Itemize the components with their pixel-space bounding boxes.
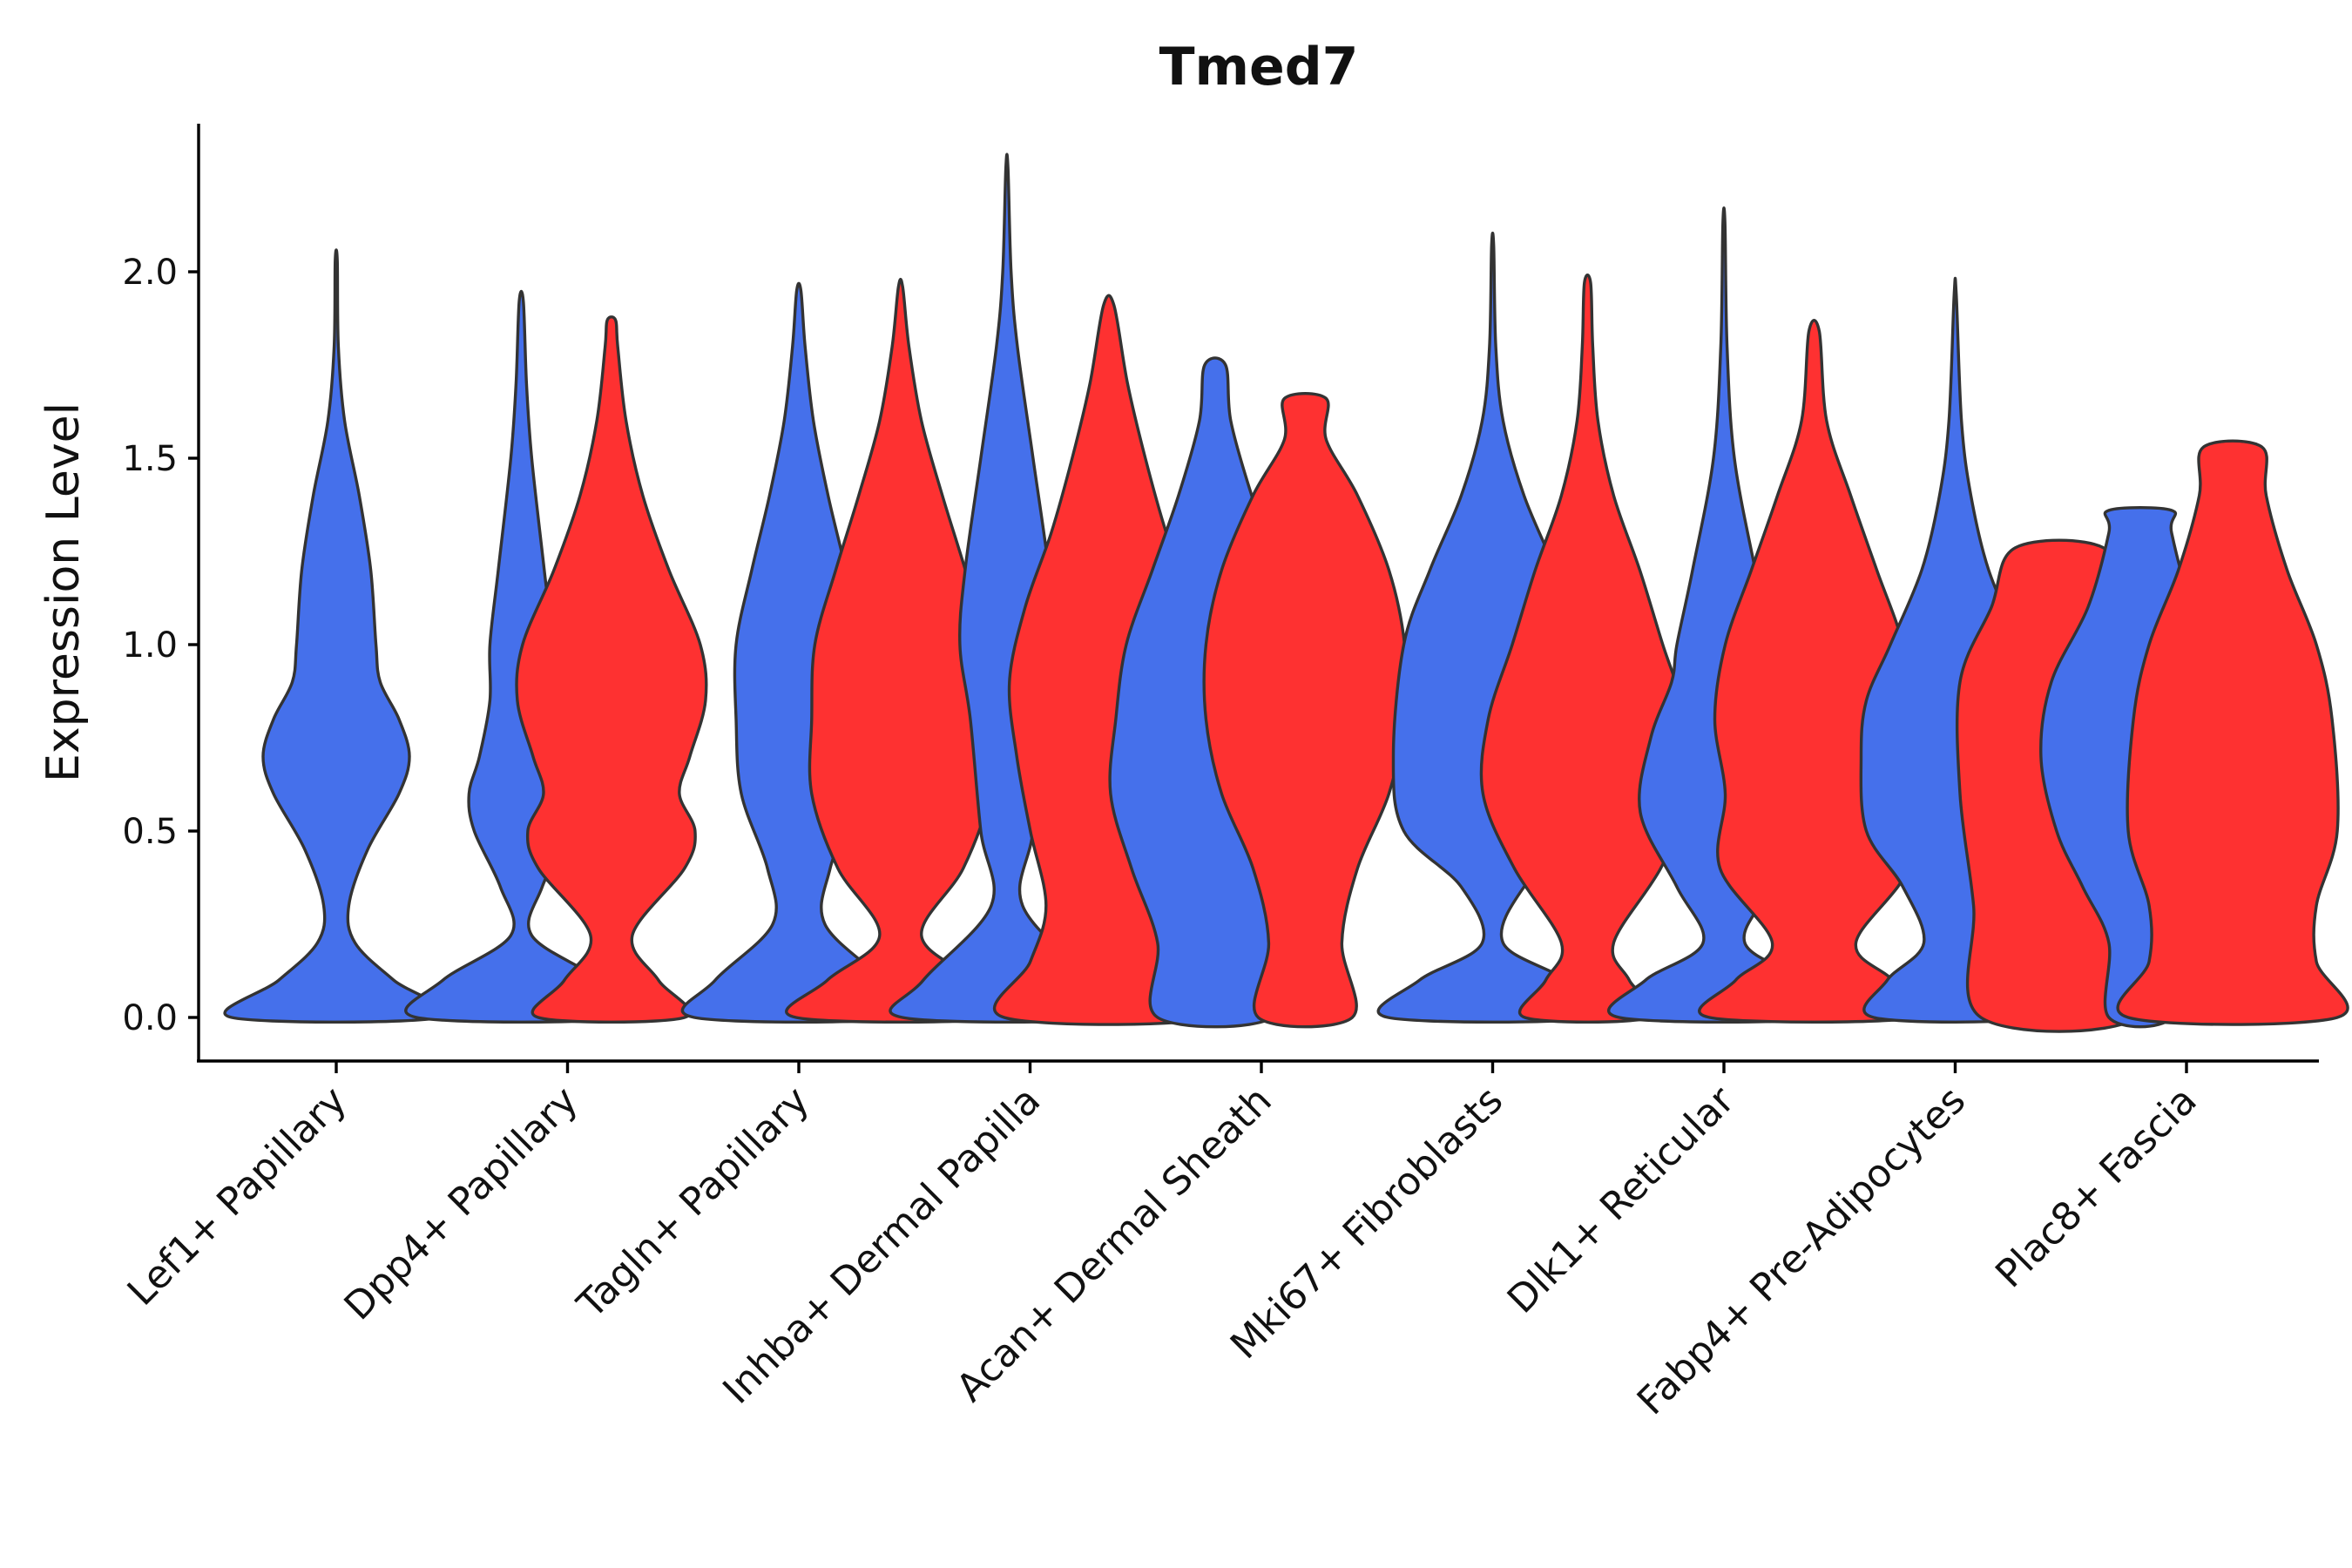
y-tick-label: 1.0 [122, 625, 178, 666]
x-tick-label: Dlk1+ Reticular [1499, 1078, 1744, 1322]
x-tick-label: Dpp4+ Papillary [336, 1078, 587, 1329]
x-tick-label: Tagln+ Papillary [569, 1078, 818, 1328]
y-axis-title: Expression Level [37, 402, 90, 782]
violin-series [223, 152, 2349, 1033]
y-tick-label: 2.0 [122, 253, 178, 293]
violin-red-10 [1479, 274, 1696, 1024]
x-tick-label: Plac8+ Fascia [1987, 1078, 2206, 1297]
violin-red-16 [2116, 439, 2349, 1026]
violin-red-8 [1202, 391, 1409, 1029]
y-tick-label: 0.0 [122, 998, 178, 1038]
y-ticks: 0.0 0.5 1.0 1.5 2.0 [122, 253, 199, 1038]
axes [197, 124, 2319, 1063]
x-tick-label: Lef1+ Papillary [119, 1078, 355, 1315]
y-tick-label: 1.5 [122, 439, 178, 479]
violin-blue-0 [223, 248, 449, 1024]
violin-red-2 [515, 315, 708, 1024]
y-tick-label: 0.5 [122, 812, 178, 852]
chart-title: Tmed7 [1159, 37, 1359, 98]
